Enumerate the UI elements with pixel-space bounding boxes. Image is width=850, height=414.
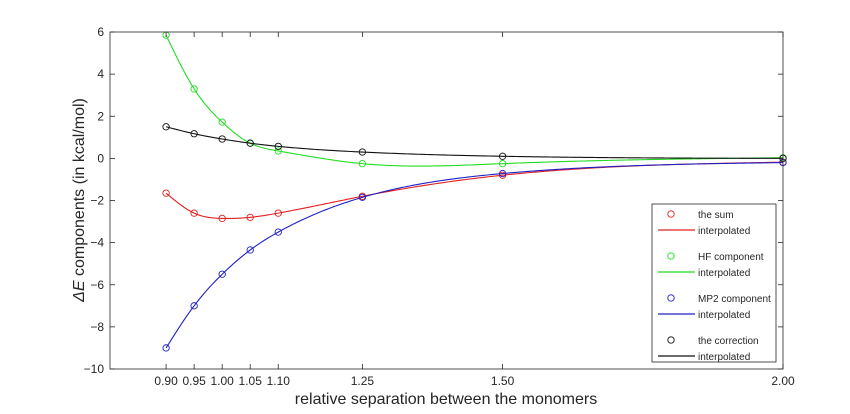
- data-point: [246, 139, 254, 147]
- legend-line-label: interpolated: [698, 310, 750, 321]
- series-lines: [165, 34, 784, 349]
- legend-marker: [667, 336, 675, 344]
- x-tick-label: 0.95: [182, 374, 206, 388]
- legend-line-label: interpolated: [698, 268, 750, 279]
- y-tick-label: −6: [90, 278, 104, 292]
- y-tick-label: 2: [97, 109, 104, 123]
- data-point: [218, 118, 226, 126]
- y-tick-label: 0: [97, 151, 104, 165]
- x-axis-ticks: 0.90 0.95 1.00 1.05 1.10 1.25 1.50 2.00: [154, 32, 795, 388]
- data-point: [498, 152, 507, 160]
- legend-marker: [667, 294, 675, 302]
- legend-series-label: the correction: [698, 336, 759, 347]
- x-tick-label: 1.10: [267, 374, 291, 388]
- legend-line-label: interpolated: [698, 352, 750, 363]
- y-tick-label: 4: [97, 67, 104, 81]
- legend: the sum interpolated HF component interpola…: [651, 203, 777, 363]
- data-point: [358, 193, 367, 201]
- x-tick-label: 1.05: [239, 374, 263, 388]
- data-point: [358, 159, 367, 168]
- legend-line-label: interpolated: [698, 226, 750, 237]
- data-point: [162, 123, 170, 131]
- data-point: [274, 209, 282, 217]
- y-tick-label: 6: [97, 25, 104, 39]
- series-line: [165, 34, 784, 167]
- data-point: [246, 213, 254, 222]
- x-tick-label: 1.50: [491, 374, 515, 388]
- y-tick-label: −10: [84, 362, 105, 376]
- x-tick-label: 0.90: [154, 374, 178, 388]
- data-point: [274, 228, 282, 236]
- data-point: [162, 344, 170, 352]
- data-point: [218, 270, 226, 278]
- x-axis-label: relative separation between the monomers: [295, 391, 597, 408]
- series-markers: [162, 31, 787, 352]
- data-point: [190, 302, 198, 310]
- data-point: [218, 135, 226, 143]
- legend-marker: [667, 210, 675, 218]
- y-tick-label: −8: [90, 320, 104, 334]
- y-tick-label: −4: [90, 236, 104, 250]
- data-point: [218, 214, 226, 223]
- data-point: [274, 147, 282, 155]
- data-point: [498, 159, 507, 168]
- x-tick-label: 2.00: [771, 374, 795, 388]
- y-axis-label-text: components (in kcal/mol): [71, 98, 88, 280]
- x-tick-label: 1.00: [210, 374, 234, 388]
- series-line: [165, 126, 784, 159]
- data-point: [246, 246, 254, 254]
- data-point: [190, 209, 198, 217]
- series-line: [165, 162, 784, 349]
- data-point: [274, 142, 282, 151]
- legend-marker: [667, 252, 675, 260]
- y-axis-label: ΔE components (in kcal/mol): [71, 98, 88, 303]
- data-point: [190, 130, 198, 138]
- data-point: [358, 148, 367, 156]
- legend-series-label: HF component: [698, 252, 764, 263]
- legend-series-label: MP2 component: [698, 294, 771, 305]
- data-point: [190, 85, 198, 93]
- legend-series-label: the sum: [698, 210, 734, 221]
- y-tick-label: −2: [90, 194, 104, 208]
- data-point: [162, 189, 170, 197]
- y-axis-ticks: −10 −8 −6 −4 −2 0 2 4 6: [84, 25, 783, 376]
- x-tick-label: 1.25: [351, 374, 375, 388]
- data-point: [498, 169, 507, 178]
- y-axis-label-symbol: ΔE: [71, 280, 88, 303]
